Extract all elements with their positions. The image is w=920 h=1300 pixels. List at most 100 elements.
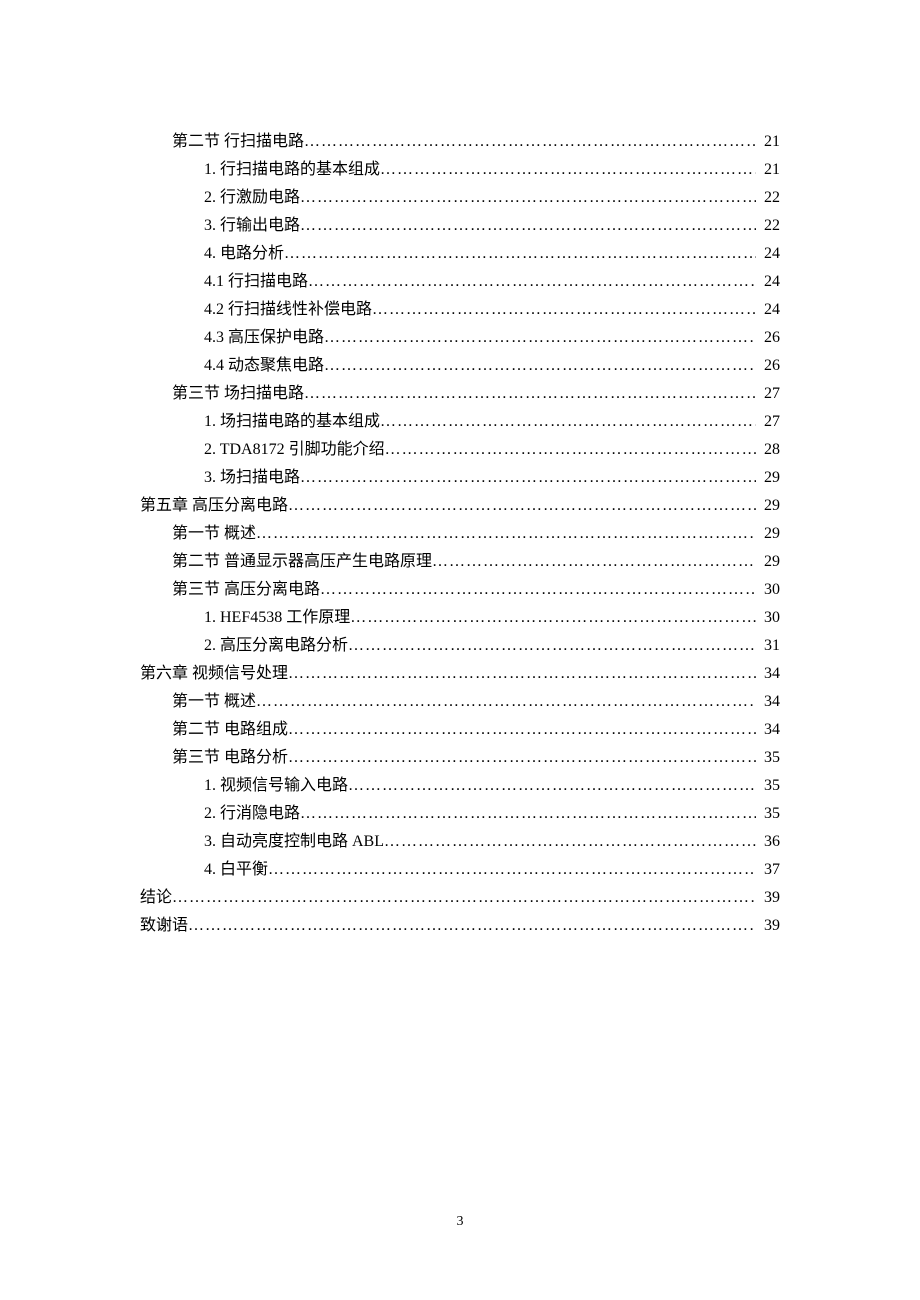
toc-entry-page: 29	[756, 548, 780, 576]
toc-leader-dots	[300, 800, 756, 828]
toc-entry: 1. HEF4538 工作原理 30	[140, 604, 780, 632]
toc-leader-dots	[284, 240, 756, 268]
toc-leader-dots	[350, 604, 756, 632]
toc-entry: 2. 行消隐电路 35	[140, 800, 780, 828]
toc-entry-page: 30	[756, 604, 780, 632]
toc-leader-dots	[348, 632, 756, 660]
toc-entry-page: 29	[756, 464, 780, 492]
toc-entry-label: 4.3 高压保护电路	[204, 324, 324, 352]
toc-container: 第二节 行扫描电路211. 行扫描电路的基本组成212. 行激励电路223. 行…	[0, 0, 920, 940]
toc-entry-label: 第五章 高压分离电路	[140, 492, 288, 520]
toc-entry: 第二节 电路组成 34	[140, 716, 780, 744]
toc-entry-page: 35	[756, 800, 780, 828]
toc-entry-label: 4.2 行扫描线性补偿电路	[204, 296, 372, 324]
toc-leader-dots	[348, 772, 756, 800]
toc-leader-dots	[380, 408, 756, 436]
toc-entry: 第六章 视频信号处理34	[140, 660, 780, 688]
toc-entry-label: 致谢语	[140, 912, 188, 940]
toc-entry-page: 26	[756, 324, 780, 352]
toc-entry-page: 29	[756, 492, 780, 520]
toc-entry-page: 22	[756, 184, 780, 212]
toc-leader-dots	[324, 352, 756, 380]
toc-entry: 4. 白平衡 37	[140, 856, 780, 884]
toc-entry-page: 27	[756, 408, 780, 436]
toc-leader-dots	[300, 184, 756, 212]
toc-leader-dots	[372, 296, 756, 324]
toc-entry-label: 第二节 电路组成	[172, 716, 288, 744]
toc-entry-page: 34	[756, 688, 780, 716]
toc-leader-dots	[288, 716, 756, 744]
toc-entry-label: 第二节 普通显示器高压产生电路原理	[172, 548, 432, 576]
toc-entry-page: 31	[756, 632, 780, 660]
toc-entry: 3. 行输出电路 22	[140, 212, 780, 240]
toc-leader-dots	[288, 660, 756, 688]
toc-leader-dots	[380, 156, 756, 184]
toc-entry-label: 1. 视频信号输入电路	[204, 772, 348, 800]
toc-entry-label: 第三节 电路分析	[172, 744, 288, 772]
toc-entry-page: 37	[756, 856, 780, 884]
toc-entry-page: 34	[756, 660, 780, 688]
toc-entry-page: 35	[756, 744, 780, 772]
toc-entry: 3. 场扫描电路 29	[140, 464, 780, 492]
toc-entry: 结论 39	[140, 884, 780, 912]
toc-leader-dots	[308, 268, 756, 296]
page-number: 3	[0, 1214, 920, 1230]
toc-leader-dots	[188, 912, 756, 940]
toc-entry: 1. 行扫描电路的基本组成21	[140, 156, 780, 184]
toc-entry-page: 36	[756, 828, 780, 856]
toc-entry-page: 29	[756, 520, 780, 548]
toc-entry-label: 3. 场扫描电路	[204, 464, 300, 492]
toc-leader-dots	[300, 464, 756, 492]
toc-entry: 致谢语 39	[140, 912, 780, 940]
toc-entry-label: 2. 行消隐电路	[204, 800, 300, 828]
toc-entry: 2. 高压分离电路分析 31	[140, 632, 780, 660]
toc-leader-dots	[268, 856, 756, 884]
toc-entry: 第二节 行扫描电路 21	[140, 128, 780, 156]
toc-entry-label: 第三节 高压分离电路	[172, 576, 320, 604]
toc-entry-label: 2. 行激励电路	[204, 184, 300, 212]
toc-entry-page: 27	[756, 380, 780, 408]
toc-entry-page: 24	[756, 240, 780, 268]
toc-entry-page: 30	[756, 576, 780, 604]
toc-leader-dots	[288, 744, 756, 772]
toc-entry-page: 34	[756, 716, 780, 744]
toc-leader-dots	[256, 688, 756, 716]
toc-entry-label: 第三节 场扫描电路	[172, 380, 304, 408]
toc-entry: 第五章 高压分离电路 29	[140, 492, 780, 520]
toc-entry-page: 21	[756, 128, 780, 156]
toc-entry-label: 4. 白平衡	[204, 856, 268, 884]
toc-entry: 4. 电路分析 24	[140, 240, 780, 268]
toc-leader-dots	[304, 128, 756, 156]
toc-leader-dots	[324, 324, 756, 352]
toc-entry-label: 2. TDA8172 引脚功能介绍	[204, 436, 385, 464]
toc-entry-label: 2. 高压分离电路分析	[204, 632, 348, 660]
toc-leader-dots	[288, 492, 756, 520]
toc-entry: 第一节 概述34	[140, 688, 780, 716]
toc-entry-page: 21	[756, 156, 780, 184]
toc-entry-page: 26	[756, 352, 780, 380]
toc-leader-dots	[300, 212, 756, 240]
toc-entry-label: 第二节 行扫描电路	[172, 128, 304, 156]
toc-entry: 第一节 概述 29	[140, 520, 780, 548]
toc-entry: 2. TDA8172 引脚功能介绍28	[140, 436, 780, 464]
toc-entry-label: 4.1 行扫描电路	[204, 268, 308, 296]
toc-entry-label: 4.4 动态聚焦电路	[204, 352, 324, 380]
toc-entry: 1. 场扫描电路的基本组成 27	[140, 408, 780, 436]
toc-leader-dots	[304, 380, 756, 408]
toc-entry-page: 39	[756, 884, 780, 912]
toc-entry-label: 第一节 概述	[172, 520, 256, 548]
toc-entry-label: 3. 行输出电路	[204, 212, 300, 240]
toc-entry: 4.4 动态聚焦电路 26	[140, 352, 780, 380]
toc-entry-page: 22	[756, 212, 780, 240]
toc-entry: 第三节 电路分析 35	[140, 744, 780, 772]
toc-entry: 4.2 行扫描线性补偿电路24	[140, 296, 780, 324]
toc-entry-label: 1. 场扫描电路的基本组成	[204, 408, 380, 436]
toc-entry: 第二节 普通显示器高压产生电路原理 29	[140, 548, 780, 576]
toc-entry-label: 4. 电路分析	[204, 240, 284, 268]
toc-entry-label: 1. HEF4538 工作原理	[204, 604, 350, 632]
toc-leader-dots	[256, 520, 756, 548]
toc-entry: 4.1 行扫描电路24	[140, 268, 780, 296]
toc-entry: 2. 行激励电路 22	[140, 184, 780, 212]
toc-entry: 3. 自动亮度控制电路 ABL36	[140, 828, 780, 856]
toc-entry-page: 35	[756, 772, 780, 800]
